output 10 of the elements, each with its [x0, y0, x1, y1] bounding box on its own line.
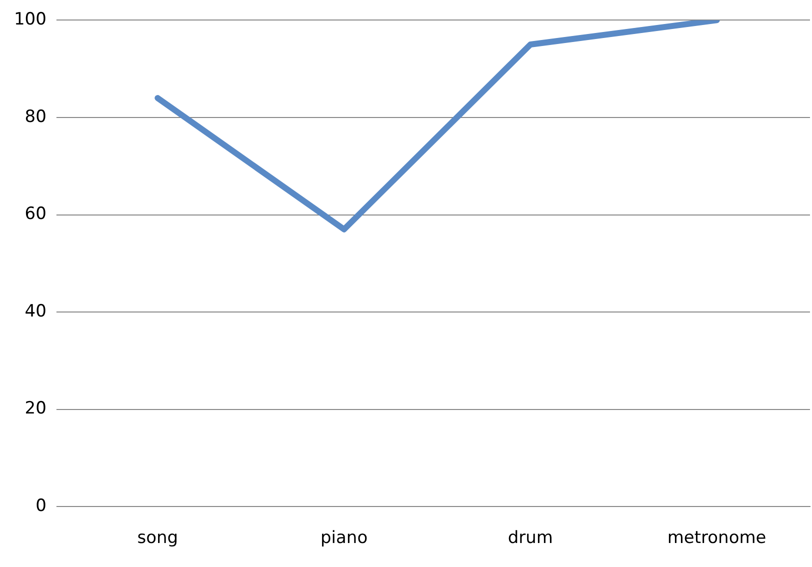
y-tick-label: 0 [36, 496, 46, 516]
x-tick-label: song [137, 528, 178, 548]
x-tick-label: piano [320, 528, 368, 548]
x-tick-label: drum [508, 528, 553, 548]
y-tick-label: 40 [24, 301, 46, 322]
x-tick-label: metronome [667, 528, 766, 548]
y-tick-label: 100 [14, 10, 46, 30]
y-tick-label: 80 [24, 106, 46, 127]
y-tick-label: 60 [24, 204, 46, 224]
y-tick-label: 20 [24, 398, 46, 419]
